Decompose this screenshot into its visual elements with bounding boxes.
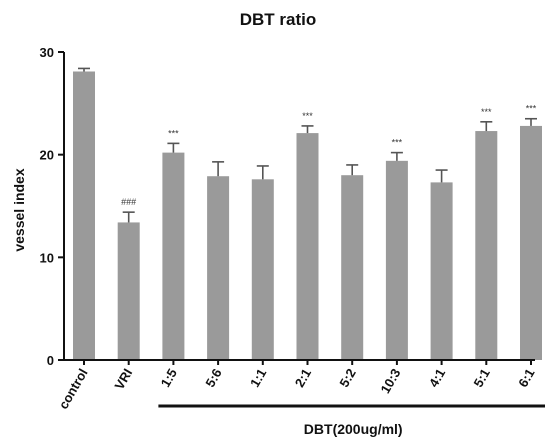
category-label-4-1: 4:1 — [426, 366, 448, 390]
bar-4-1 — [430, 182, 453, 360]
bars — [73, 71, 542, 361]
bar-5-1 — [475, 131, 498, 360]
category-label-2-1: 2:1 — [292, 366, 314, 390]
category-label-VRI: VRI — [111, 366, 135, 392]
annotation-10-3: *** — [392, 138, 403, 148]
category-label-6-1: 6:1 — [515, 366, 537, 390]
bar-2-1 — [296, 133, 319, 360]
y-tick-label-0: 0 — [47, 353, 54, 368]
annotation-1-5: *** — [168, 128, 179, 138]
annotation-6-1: *** — [526, 104, 537, 114]
group-label: DBT(200ug/ml) — [304, 421, 403, 437]
bar-control — [73, 71, 95, 361]
bar-1-1 — [251, 179, 274, 360]
y-tick-label-20: 20 — [40, 148, 54, 163]
axes — [63, 52, 535, 361]
bar-6-1 — [520, 125, 542, 360]
bar-VRI — [117, 222, 140, 360]
y-axis-label: vessel index — [11, 168, 27, 251]
y-tick-label-30: 30 — [40, 45, 54, 60]
y-axis-ticks: 0 10 20 30 — [40, 45, 64, 368]
bar-10-3 — [385, 160, 408, 360]
category-label-control: control — [56, 366, 91, 412]
category-labels: control VRI 1:5 5:6 1:1 2:1 5:2 10:3 4:1 5:1 6:1 — [56, 360, 538, 412]
significance-annotations: ### *** *** *** *** *** — [121, 104, 537, 207]
bar-1-5 — [162, 152, 185, 360]
category-label-5-2: 5:2 — [336, 366, 358, 390]
bar-5-2 — [341, 175, 364, 360]
annotation-VRI: ### — [121, 197, 136, 207]
category-label-5-6: 5:6 — [202, 366, 224, 390]
chart-title: DBT ratio — [240, 10, 317, 29]
category-label-10-3: 10:3 — [377, 366, 403, 396]
bar-5-6 — [207, 176, 230, 360]
category-label-1-1: 1:1 — [247, 366, 269, 390]
y-tick-label-10: 10 — [40, 250, 54, 265]
annotation-2-1: *** — [302, 111, 313, 121]
category-label-1-5: 1:5 — [158, 366, 180, 390]
error-bars — [78, 67, 537, 223]
category-label-5-1: 5:1 — [471, 366, 493, 390]
annotation-5-1: *** — [481, 107, 492, 117]
